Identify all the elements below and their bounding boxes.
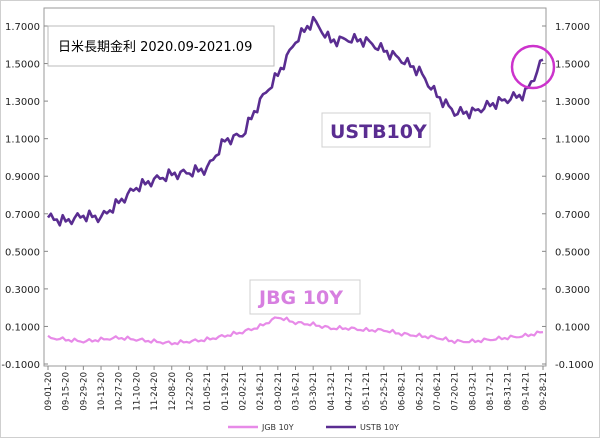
x-tick-label: 03-02-21 xyxy=(274,372,284,411)
y-tick-right: 1.1000 xyxy=(555,135,590,146)
y-tick-right: 0.3000 xyxy=(555,285,590,296)
x-tick-label: 11-10-20 xyxy=(132,372,142,411)
chart-title: 日米長期金利 2020.09-2021.09 xyxy=(58,39,252,55)
x-tick-label: 10-27-20 xyxy=(115,372,125,411)
x-tick-label: 12-08-20 xyxy=(168,372,178,411)
x-tick-label: 07-20-21 xyxy=(451,372,461,411)
y-tick-right: 1.3000 xyxy=(555,97,590,108)
y-tick-right: 0.7000 xyxy=(555,210,590,221)
y-tick-left: 0.3000 xyxy=(5,285,40,296)
legend-label: JGB 10Y xyxy=(261,423,294,432)
series-layer xyxy=(46,15,544,346)
x-tick-label: 05-25-21 xyxy=(380,372,390,411)
x-tick-label: 09-28-21 xyxy=(539,372,549,411)
y-tick-left: 1.7000 xyxy=(5,22,40,33)
x-tick-label: 03-30-21 xyxy=(309,372,319,411)
x-tick-label: 07-06-21 xyxy=(433,372,443,411)
y-tick-right: 0.5000 xyxy=(555,247,590,258)
x-axis: 09-01-20 09-15-20 09-29-20 10-13-20 10-27-20… xyxy=(44,366,549,411)
x-tick-label: 09-14-21 xyxy=(521,372,531,411)
x-tick-label: 02-02-21 xyxy=(238,372,248,411)
x-tick-label: 04-13-21 xyxy=(327,372,337,411)
x-tick-label: 05-11-21 xyxy=(362,372,372,411)
x-tick-label: 08-03-21 xyxy=(468,372,478,411)
highlight-circle xyxy=(510,44,556,90)
series-line-jgb-10y xyxy=(47,316,544,346)
x-tick-label: 02-16-21 xyxy=(256,372,266,411)
y-tick-left: 1.1000 xyxy=(5,135,40,146)
x-tick-label: 10-13-20 xyxy=(97,372,107,411)
y-tick-right: 1.7000 xyxy=(555,22,590,33)
x-tick-label: 09-01-20 xyxy=(44,372,54,411)
x-tick-label: 08-31-21 xyxy=(504,372,514,411)
legend-label: USTB 10Y xyxy=(360,423,399,432)
ustb-annotation: USTB10Y xyxy=(330,121,427,143)
y-tick-right: 1.5000 xyxy=(555,60,590,71)
x-tick-label: 06-22-21 xyxy=(415,372,425,411)
y-tick-left: 0.7000 xyxy=(5,210,40,221)
right-y-axis: 1.7000 1.5000 1.3000 1.1000 0.9000 0.7000 0.50… xyxy=(542,22,594,371)
x-tick-label: 09-15-20 xyxy=(62,372,72,411)
y-tick-left: 0.5000 xyxy=(5,247,40,258)
y-tick-right: 0.9000 xyxy=(555,172,590,183)
x-tick-label: 12-22-20 xyxy=(185,372,195,411)
y-tick-left: 0.9000 xyxy=(5,172,40,183)
y-tick-right: -0.1000 xyxy=(555,360,594,371)
series-line-ustb-10y xyxy=(46,15,544,227)
x-tick-label: 03-16-21 xyxy=(292,372,302,411)
y-tick-left: 1.5000 xyxy=(5,60,40,71)
jgb-annotation: JBG 10Y xyxy=(257,287,343,309)
y-tick-right: 0.1000 xyxy=(555,322,590,333)
x-tick-label: 11-24-20 xyxy=(150,372,160,411)
x-tick-label: 09-29-20 xyxy=(79,372,89,411)
left-y-axis: 1.7000 1.5000 1.3000 1.1000 0.9000 0.7000 0.50… xyxy=(1,22,48,371)
x-tick-label: 01-05-21 xyxy=(203,372,213,411)
ustb-label-box xyxy=(321,112,431,148)
y-tick-left: 0.1000 xyxy=(5,322,40,333)
x-tick-label: 06-08-21 xyxy=(398,372,408,411)
legend: JGB 10Y USTB 10Y xyxy=(228,423,399,432)
title-box xyxy=(47,25,275,67)
y-tick-left: 1.3000 xyxy=(5,97,40,108)
y-tick-left: -0.1000 xyxy=(1,360,40,371)
jgb-label-box xyxy=(249,279,361,315)
x-tick-label: 01-19-21 xyxy=(221,372,231,411)
x-tick-label: 04-27-21 xyxy=(345,372,355,411)
x-tick-label: 08-17-21 xyxy=(486,372,496,411)
